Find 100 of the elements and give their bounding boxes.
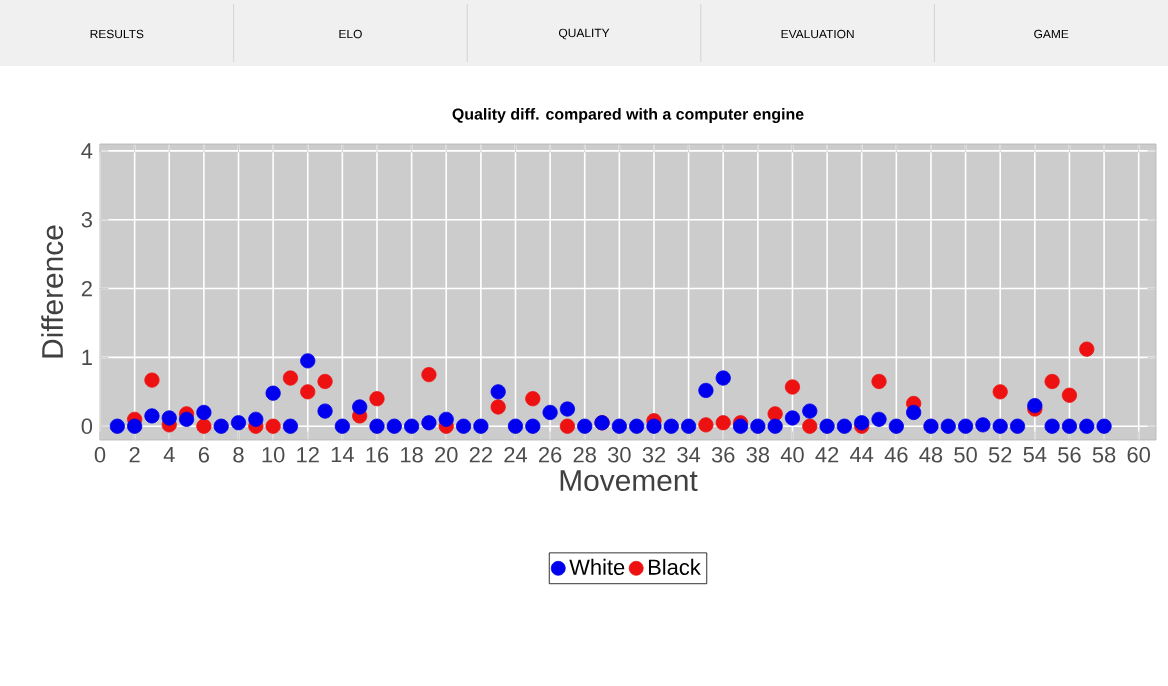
- legend-label: White: [569, 558, 625, 575]
- x-tick-label: 38: [746, 447, 770, 463]
- point: [663, 418, 679, 434]
- point: [992, 384, 1008, 400]
- point: [144, 372, 160, 388]
- point: [906, 404, 922, 421]
- x-tick-label: 52: [988, 447, 1012, 463]
- point: [1079, 341, 1095, 357]
- x-tick-label: 4: [163, 447, 175, 463]
- point: [334, 418, 350, 434]
- x-tick-label: 48: [919, 447, 943, 463]
- point: [317, 373, 333, 390]
- x-tick-label: 30: [608, 447, 631, 463]
- point: [698, 382, 714, 399]
- point: [421, 367, 437, 383]
- x-tick-label: 10: [262, 447, 285, 463]
- point: [127, 418, 143, 434]
- point: [265, 418, 281, 434]
- point: [958, 418, 974, 434]
- point: [178, 411, 195, 427]
- x-tick-label: 44: [850, 447, 874, 463]
- x-tick-label: 50: [954, 447, 977, 463]
- point: [750, 418, 766, 434]
- x-tick-label: 8: [233, 447, 244, 463]
- point: [1079, 418, 1095, 434]
- point: [404, 418, 420, 434]
- point: [802, 418, 818, 434]
- point: [888, 418, 904, 434]
- point: [611, 418, 627, 434]
- point: [1061, 387, 1078, 403]
- y-tick-label: 1: [82, 349, 92, 365]
- point: [369, 418, 385, 434]
- y-axis-title: Difference: [41, 225, 64, 358]
- point: [438, 411, 454, 427]
- point: [369, 391, 385, 407]
- x-tick-label: 56: [1058, 447, 1081, 463]
- x-tick-label: 2: [129, 447, 140, 463]
- x-tick-label: 46: [884, 447, 908, 463]
- point: [542, 404, 558, 421]
- point: [490, 384, 506, 400]
- x-tick-label: 6: [198, 447, 209, 463]
- point: [1061, 418, 1078, 434]
- x-tick-label: 20: [435, 447, 458, 463]
- point: [871, 373, 887, 390]
- point: [819, 418, 835, 434]
- x-tick-label: 60: [1127, 447, 1150, 463]
- point: [490, 399, 506, 415]
- point: [300, 384, 316, 400]
- point: [940, 418, 956, 434]
- point: [975, 417, 991, 433]
- point: [1044, 418, 1060, 434]
- x-tick-label: 26: [539, 447, 562, 463]
- point: [300, 353, 316, 369]
- x-tick-label: 34: [677, 447, 701, 463]
- x-tick-label: 42: [815, 447, 839, 463]
- point: [196, 418, 212, 434]
- point: [923, 418, 939, 434]
- x-tick-label: 0: [94, 447, 106, 463]
- point: [507, 418, 524, 434]
- point: [161, 410, 177, 426]
- x-tick-label: 54: [1023, 447, 1047, 463]
- point: [282, 418, 299, 434]
- point: [386, 418, 402, 434]
- point: [213, 418, 229, 434]
- x-tick-label: 40: [780, 447, 804, 463]
- x-tick-label: 14: [331, 447, 354, 463]
- y-tick-label: 3: [81, 211, 92, 228]
- point: [767, 418, 783, 434]
- point: [784, 410, 801, 426]
- point: [802, 403, 818, 419]
- point: [196, 404, 212, 421]
- point: [559, 418, 575, 434]
- point: [992, 418, 1008, 434]
- point: [525, 418, 541, 434]
- point: [109, 418, 125, 434]
- point: [248, 411, 264, 427]
- point: [698, 417, 714, 433]
- x-tick-label: 28: [573, 447, 596, 463]
- point: [767, 406, 783, 422]
- point: [646, 418, 662, 434]
- point: [525, 391, 541, 407]
- point: [455, 418, 472, 434]
- legend-label: Black: [648, 558, 701, 575]
- x-tick-label: 36: [711, 447, 735, 463]
- point: [230, 415, 247, 431]
- point: [681, 418, 697, 434]
- point: [836, 418, 852, 434]
- x-tick-label: 58: [1092, 447, 1116, 463]
- x-tick-label: 24: [504, 447, 528, 463]
- x-tick-label: 22: [469, 447, 492, 463]
- point: [629, 418, 645, 434]
- point: [1009, 418, 1026, 434]
- point: [317, 403, 333, 419]
- point: [282, 370, 299, 386]
- x-tick-label: 16: [366, 447, 389, 463]
- point: [265, 385, 281, 401]
- x-axis-title: Movement: [560, 470, 698, 492]
- x-tick-label: 32: [642, 447, 666, 463]
- x-tick-label: 12: [297, 447, 319, 463]
- point: [1044, 373, 1060, 390]
